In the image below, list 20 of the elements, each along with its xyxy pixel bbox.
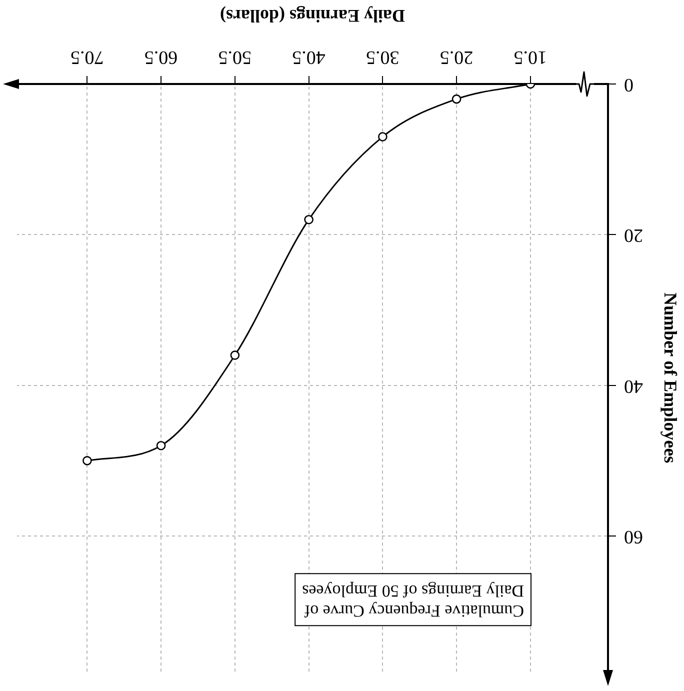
x-tick-label: 50.5 bbox=[218, 46, 252, 68]
x-tick-label: 60.5 bbox=[144, 46, 178, 68]
x-tick-label: 40.5 bbox=[292, 46, 326, 68]
point bbox=[82, 456, 92, 466]
point bbox=[304, 214, 314, 224]
y-tick-label: 60 bbox=[624, 526, 643, 548]
x-tick-label: 70.5 bbox=[70, 46, 104, 68]
x-tick-label: 30.5 bbox=[366, 46, 400, 68]
x-tick-label: 20.5 bbox=[440, 46, 474, 68]
y-tick-label: 40 bbox=[624, 375, 643, 396]
y-tick-label: 0 bbox=[624, 74, 634, 96]
point bbox=[230, 350, 240, 360]
y-tick-label: 20 bbox=[624, 224, 643, 246]
x-tick-label: 10.5 bbox=[514, 46, 548, 68]
point bbox=[452, 94, 462, 104]
text: Cumulative Frequency Curve of Daily Earnings of 50 Employees bbox=[302, 582, 524, 621]
x-axis-title: Daily Earnings (dollars) bbox=[220, 6, 406, 26]
y-axis-title: Number of Employees bbox=[660, 292, 681, 464]
point bbox=[378, 132, 388, 142]
point bbox=[156, 440, 166, 450]
